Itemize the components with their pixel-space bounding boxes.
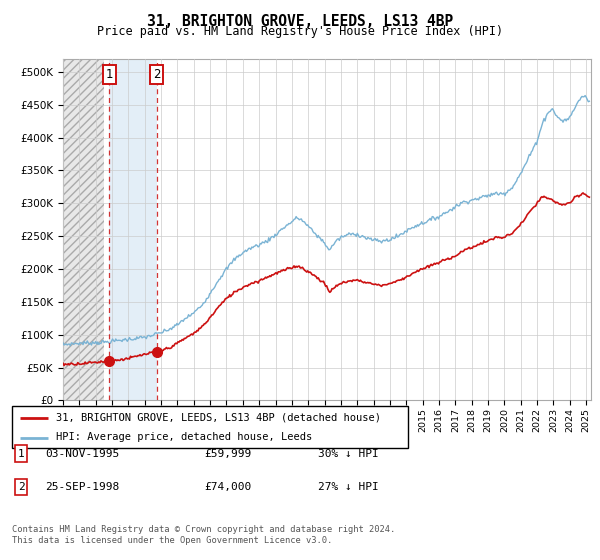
Text: 2: 2 <box>153 68 160 81</box>
Text: Price paid vs. HM Land Registry's House Price Index (HPI): Price paid vs. HM Land Registry's House … <box>97 25 503 38</box>
Text: HPI: Average price, detached house, Leeds: HPI: Average price, detached house, Leed… <box>56 432 312 442</box>
Text: 30% ↓ HPI: 30% ↓ HPI <box>318 449 379 459</box>
Text: £74,000: £74,000 <box>204 482 251 492</box>
Text: 03-NOV-1995: 03-NOV-1995 <box>45 449 119 459</box>
Text: Contains HM Land Registry data © Crown copyright and database right 2024.
This d: Contains HM Land Registry data © Crown c… <box>12 525 395 545</box>
Text: £59,999: £59,999 <box>204 449 251 459</box>
Text: 1: 1 <box>106 68 113 81</box>
Text: 1: 1 <box>17 449 25 459</box>
FancyBboxPatch shape <box>12 406 408 448</box>
Bar <box>109 59 157 400</box>
Text: 2: 2 <box>17 482 25 492</box>
Text: 31, BRIGHTON GROVE, LEEDS, LS13 4BP: 31, BRIGHTON GROVE, LEEDS, LS13 4BP <box>147 14 453 29</box>
Text: 25-SEP-1998: 25-SEP-1998 <box>45 482 119 492</box>
Bar <box>63 59 104 400</box>
Text: 27% ↓ HPI: 27% ↓ HPI <box>318 482 379 492</box>
Text: 31, BRIGHTON GROVE, LEEDS, LS13 4BP (detached house): 31, BRIGHTON GROVE, LEEDS, LS13 4BP (det… <box>56 413 380 423</box>
